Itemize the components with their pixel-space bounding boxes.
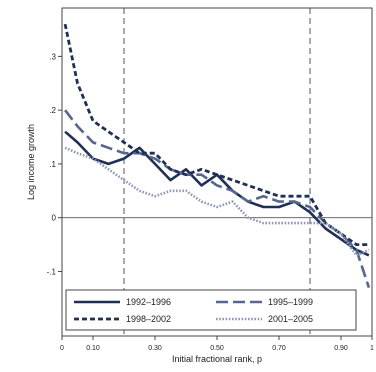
y-tick-label: 0 [52, 214, 57, 223]
x-tick-label: 1 [370, 345, 374, 352]
x-tick-label: 0.30 [148, 345, 162, 352]
x-axis-label: Initial fractional rank, p [172, 354, 262, 364]
x-tick-label: 0.70 [272, 345, 286, 352]
legend-box [65, 289, 357, 331]
y-tick-label: .1 [49, 160, 56, 169]
series-line-2 [63, 23, 369, 246]
series-line-3 [64, 146, 370, 257]
legend-label-0: 1992–1996 [126, 297, 171, 307]
legend-label-3: 2001–2005 [268, 314, 313, 324]
y-tick-label: .2 [49, 106, 56, 115]
x-tick-label: 0.50 [210, 345, 224, 352]
y-axis-label: Log income growth [26, 124, 36, 200]
x-tick-label: 0.10 [86, 345, 100, 352]
y-tick-label: .3 [49, 52, 56, 61]
legend-label-1: 1995–1999 [268, 297, 313, 307]
x-tick-label: 0.90 [334, 345, 348, 352]
legend-label-2: 1998–2002 [126, 314, 171, 324]
series-line-1 [64, 109, 371, 289]
y-tick-label: -.1 [47, 267, 57, 276]
x-tick-label: 0 [60, 345, 64, 352]
plot-frame [61, 7, 373, 337]
series-line-0 [64, 130, 370, 257]
